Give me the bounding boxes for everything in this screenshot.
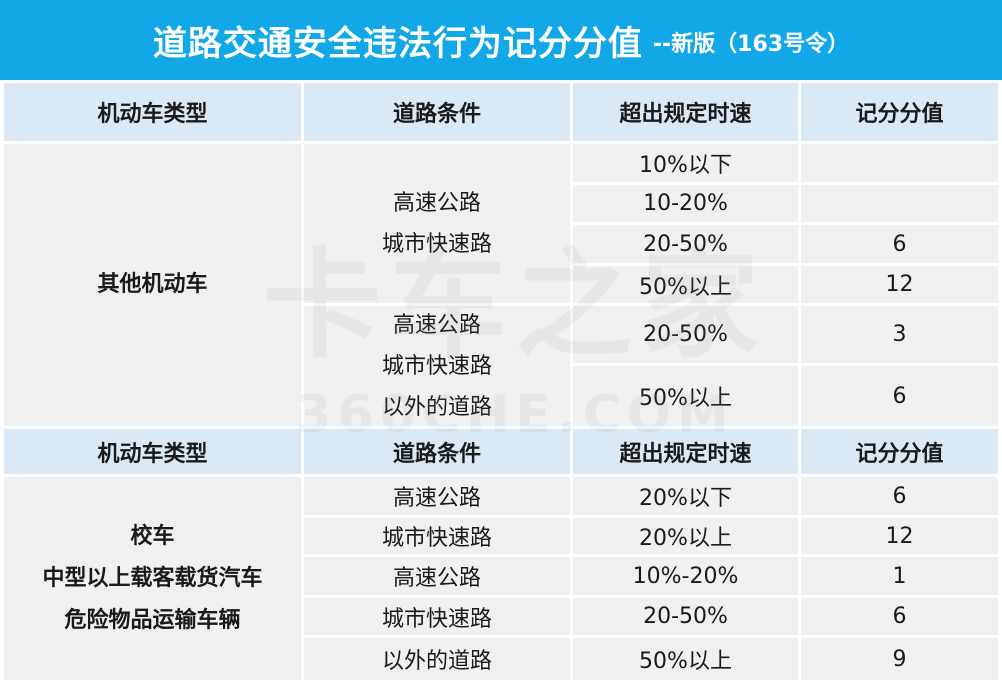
title-sub: --新版（163号令） [652,32,850,57]
speed-cell: 20%以上 [573,518,798,554]
speed-cell: 50%以上 [573,638,798,680]
points-cell [801,185,998,222]
points-cell: 6 [801,598,998,635]
speed-cell: 50%以上 [573,366,798,426]
speed-cell: 20-50% [573,225,798,263]
road-label: 高速公路 [392,312,481,338]
header-vehicle-type: 机动车类型 [4,83,301,141]
road-label: 城市快速路 [381,231,492,257]
section2-vehicles: 校车 中型以上载客载货汽车 危险物品运输车辆 [4,477,301,680]
speed-cell: 10%-20% [573,557,798,595]
points-cell: 3 [801,306,998,363]
road-cell: 城市快速路 [304,518,570,554]
header-points-2: 记分分值 [801,429,998,474]
header-road-condition-2: 道路条件 [304,429,570,474]
points-cell: 9 [801,638,998,680]
road-label: 城市快速路 [381,353,492,379]
road-label: 高速公路 [392,190,481,216]
header-vehicle-type-2: 机动车类型 [4,429,301,474]
points-cell [801,144,998,182]
road-cell: 城市快速路 [304,598,570,635]
speed-cell: 50%以上 [573,266,798,303]
road-label: 以外的道路 [381,394,492,420]
points-cell: 12 [801,518,998,554]
road-cell: 高速公路 [304,557,570,595]
speed-cell: 20%以下 [573,477,798,515]
title-bar: 道路交通安全违法行为记分分值 --新版（163号令） [0,0,1002,80]
points-cell: 6 [801,366,998,426]
speed-cell: 20-50% [573,306,798,363]
header-road-condition: 道路条件 [304,83,570,141]
points-cell: 12 [801,266,998,303]
section1-road-group-a: 高速公路 城市快速路 [304,144,570,303]
section1-vehicle-label: 其他机动车 [97,272,208,297]
road-cell: 高速公路 [304,477,570,515]
vehicle-label: 危险物品运输车辆 [64,607,241,633]
speed-cell: 10%以下 [573,144,798,182]
speed-cell: 10-20% [573,185,798,222]
header-speed-over: 超出规定时速 [573,83,798,141]
header-points: 记分分值 [801,83,998,141]
title-main: 道路交通安全违法行为记分分值 [152,23,643,64]
vehicle-label: 中型以上载客载货汽车 [42,565,263,591]
speed-cell: 20-50% [573,598,798,635]
section1-vehicle: 其他机动车 [4,144,301,426]
road-cell: 以外的道路 [304,638,570,680]
points-cell: 6 [801,477,998,515]
points-cell: 6 [801,225,998,263]
section1-road-group-b: 高速公路 城市快速路 以外的道路 [304,306,570,426]
header-speed-over-2: 超出规定时速 [573,429,798,474]
points-cell: 1 [801,557,998,595]
vehicle-label: 校车 [130,523,175,549]
